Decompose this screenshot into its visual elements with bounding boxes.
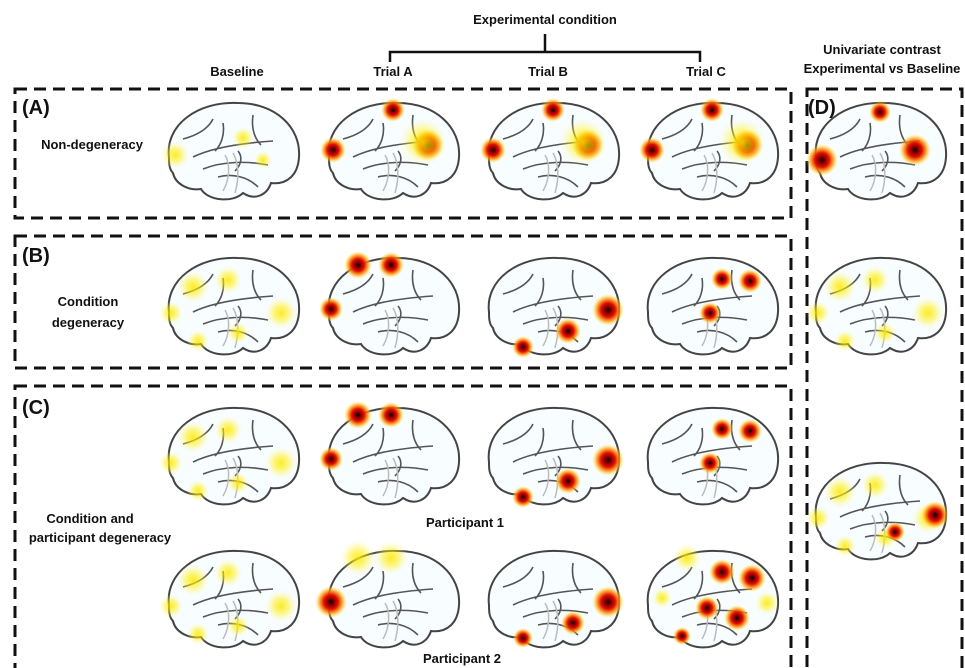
activation-blob [177,271,209,303]
activation-blob [265,590,297,622]
activation-blob [699,452,721,474]
activation-blob [806,506,830,530]
activation-blob [159,301,183,325]
activation-blob [738,419,762,443]
panel-label: (A) [22,97,50,119]
activation-blob [319,297,343,321]
activation-blob [159,451,183,475]
activation-blob [738,269,762,293]
activation-blob [834,330,856,352]
activation-blob [592,444,624,476]
activation-blob [187,480,209,502]
activation-blob [673,544,701,572]
panel-name: Non-degeneracy [41,137,144,152]
activation-blob [724,605,750,631]
activation-blob [512,486,534,508]
activation-blob [214,416,242,444]
activation-blob [673,627,691,645]
activation-blob [824,476,856,508]
activation-blob [806,144,838,176]
activation-blob [265,297,297,329]
bracket [390,34,700,62]
activation-blob [214,266,242,294]
activation-blob [315,586,347,618]
panel-name: participant degeneracy [29,530,172,545]
participant-label: Participant 2 [423,651,501,666]
column-label: Baseline [210,64,263,79]
activation-blob [374,541,408,575]
activation-blob [254,151,272,169]
activation-blob [559,118,607,166]
panel-label: (D) [808,97,836,119]
activation-blob [711,268,733,290]
activation-blob [265,447,297,479]
activation-blob [885,522,905,542]
panel-name: Condition and [46,511,133,526]
activation-blob [480,137,506,163]
activation-blob [399,118,447,166]
activation-blob [187,330,209,352]
activation-blob [159,594,183,618]
activation-blob [869,101,891,123]
activation-blob [227,322,249,344]
activation-blob [711,418,733,440]
activation-blob [177,564,209,596]
activation-blob [695,596,719,620]
activation-blob [834,535,856,557]
activation-blob [513,628,533,648]
activation-blob [592,294,624,326]
activation-blob [227,615,249,637]
activation-blob [340,540,376,576]
panel-name: degeneracy [52,315,125,330]
activation-blob [512,336,534,358]
activation-blob [592,586,624,618]
activation-blob [555,468,581,494]
activation-blob [161,141,189,169]
column-label: Trial B [528,64,568,79]
panel-label: (B) [22,245,50,267]
activation-blob [699,302,721,324]
brains [159,98,949,648]
contrast-label: Experimental vs Baseline [804,61,961,76]
activation-blob [378,402,404,428]
activation-blob [319,447,343,471]
activation-blob [921,501,949,529]
participant-label: Participant 1 [426,515,504,530]
activation-blob [652,588,672,608]
activation-blob [320,137,346,163]
activation-blob [709,559,735,585]
activation-blob [899,134,931,166]
activation-blob [738,564,766,592]
column-label: Trial A [373,64,413,79]
activation-blob [344,251,372,279]
column-label: Trial C [686,64,726,79]
activation-blob [187,623,209,645]
figure: Experimental condition Baseline Trial A … [0,0,965,668]
panel-name: Condition [58,294,119,309]
header-title: Experimental condition [473,12,617,27]
activation-blob [718,118,766,166]
activation-blob [639,137,665,163]
activation-blob [861,471,889,499]
activation-blob [806,301,830,325]
activation-blob [214,559,242,587]
activation-blob [232,127,254,149]
activation-blob [378,252,404,278]
activation-blob [555,318,581,344]
activation-blob [755,591,779,615]
activation-blob [344,401,372,429]
activation-blob [177,421,209,453]
activation-blob [912,297,944,329]
activation-blob [861,266,889,294]
activation-blob [874,322,896,344]
contrast-label: Univariate contrast [823,42,941,57]
activation-blob [824,271,856,303]
activation-blob [561,611,585,635]
panel-label: (C) [22,397,50,419]
activation-blob [227,472,249,494]
